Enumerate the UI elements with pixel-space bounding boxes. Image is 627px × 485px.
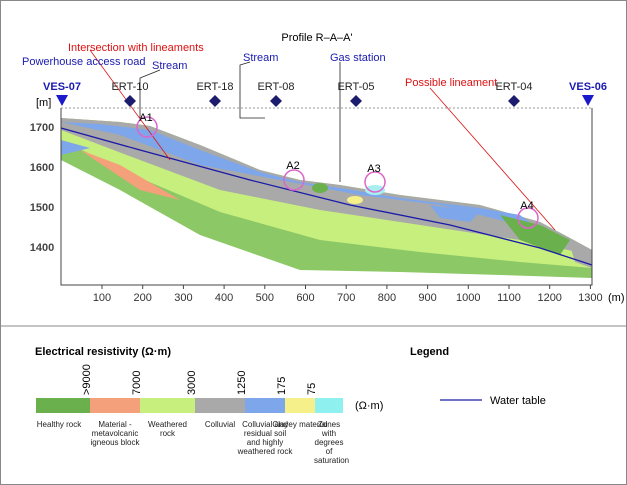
station-marker [209, 95, 221, 107]
class-label: Colluvial and residual soil and highly w… [237, 420, 293, 456]
annotation: Stream [243, 52, 278, 64]
annotation: Powerhouse access road [22, 56, 146, 68]
station-marker [270, 95, 282, 107]
y-tick-label: 1500 [30, 202, 54, 214]
legend-title: Legend [410, 346, 449, 358]
threshold-label: >9000 [81, 364, 93, 395]
threshold-label: 3000 [186, 371, 198, 395]
color-key [140, 398, 195, 413]
x-tick-label: 400 [215, 292, 233, 304]
anomaly-label: A1 [139, 112, 152, 124]
legend-entry: Water table [490, 395, 546, 407]
y-unit: [m] [36, 97, 51, 109]
class-label: Healthy rock [36, 420, 82, 429]
threshold-label: 175 [276, 377, 288, 395]
station-label: VES-06 [569, 81, 607, 93]
x-tick-label: 200 [134, 292, 152, 304]
x-tick-label: 100 [93, 292, 111, 304]
color-key [36, 398, 90, 413]
resistivity-title: Electrical resistivity (Ω·m) [35, 346, 171, 358]
station-marker [124, 95, 136, 107]
station-label: ERT-04 [495, 81, 532, 93]
color-key [90, 398, 140, 413]
station-marker [582, 95, 594, 106]
x-tick-label: 900 [418, 292, 436, 304]
x-tick-label: 1300 [578, 292, 602, 304]
station-marker [508, 95, 520, 107]
y-tick-label: 1600 [30, 162, 54, 174]
class-label: Zones with degrees of saturation [314, 420, 350, 465]
station-marker [350, 95, 362, 107]
x-tick-label: 1000 [456, 292, 480, 304]
color-key [315, 398, 343, 413]
axes [60, 108, 593, 286]
geology-section [60, 49, 593, 280]
resistivity-unit: (Ω·m) [355, 400, 383, 412]
station-marker [56, 95, 68, 106]
color-key [285, 398, 315, 413]
x-tick-label: 1200 [537, 292, 561, 304]
x-tick-label: 800 [378, 292, 396, 304]
anomaly-label: A3 [367, 163, 380, 175]
y-tick-label: 1700 [30, 122, 54, 134]
annotation: Stream [152, 60, 187, 72]
station-label: VES-07 [43, 81, 81, 93]
station-label: ERT-08 [257, 81, 294, 93]
x-tick-label: 600 [296, 292, 314, 304]
x-tick-label: 700 [337, 292, 355, 304]
class-label: Clayey material [272, 420, 328, 429]
threshold-label: 1250 [236, 371, 248, 395]
x-tick-label: 1100 [497, 292, 521, 304]
color-key [245, 398, 285, 413]
station-label: ERT-05 [337, 81, 374, 93]
annotation: Intersection with lineaments [68, 42, 204, 54]
x-tick-label: 500 [256, 292, 274, 304]
color-key [195, 398, 245, 413]
x-tick-label: 300 [174, 292, 192, 304]
class-label: Material - metavolcanic igneous block [90, 420, 140, 447]
water-table [60, 127, 593, 266]
threshold-label: 75 [306, 383, 318, 395]
title: Profile R–A–A' [281, 32, 352, 44]
station-label: ERT-18 [196, 81, 233, 93]
class-label: Weathered rock [148, 420, 187, 438]
y-tick-label: 1400 [30, 242, 54, 254]
anomaly-label: A2 [286, 160, 299, 172]
annotation: Possible lineament [405, 77, 497, 89]
threshold-label: 7000 [131, 371, 143, 395]
anomaly-label: A4 [520, 200, 533, 212]
annotation: Gas station [330, 52, 386, 64]
station-label: ERT-10 [111, 81, 148, 93]
x-unit: (m) [608, 292, 625, 304]
class-label: Colluvial [204, 420, 236, 429]
